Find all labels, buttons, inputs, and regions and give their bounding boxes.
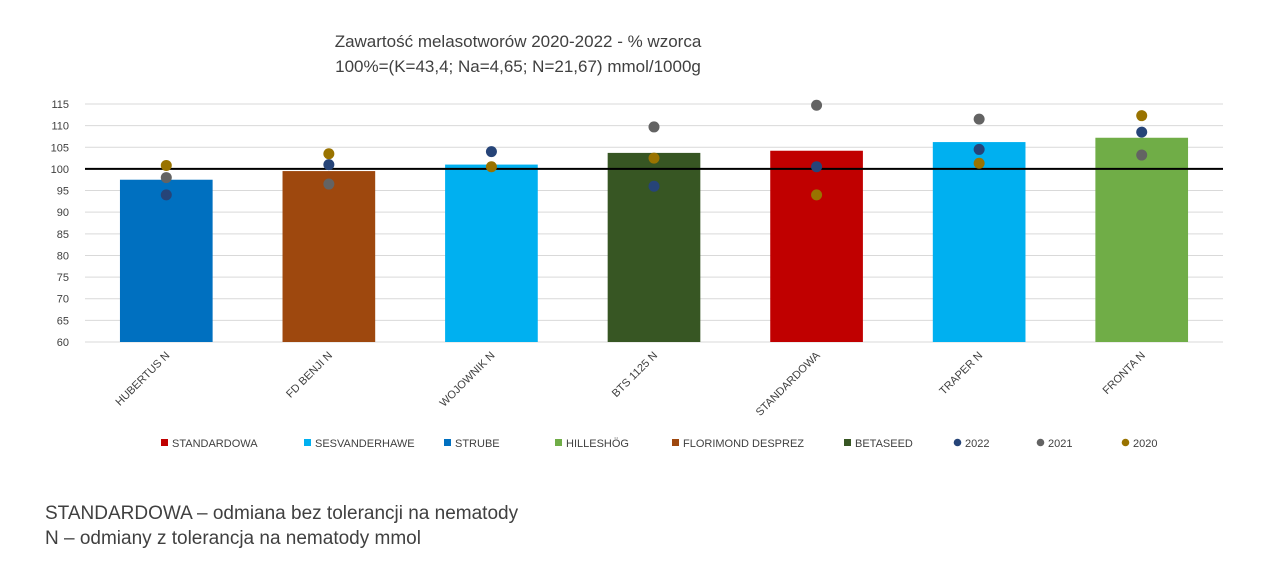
legend-label: FLORIMOND DESPREZ [683, 438, 804, 450]
bars [119, 137, 1189, 342]
point-2021 [160, 172, 172, 184]
point-2020 [811, 189, 823, 201]
point-2021 [648, 121, 660, 133]
legend-swatch [555, 439, 562, 446]
scatter-points [160, 99, 1148, 201]
point-2022 [973, 143, 985, 155]
legend-marker [1121, 438, 1130, 447]
legend-swatch [304, 439, 311, 446]
y-tick-label: 115 [51, 99, 69, 111]
y-axis: 60 65 70 75 80 85 90 95 100 105 110 115 [51, 99, 69, 349]
point-2022 [485, 146, 497, 158]
x-axis: HUBERTUS N FD BENJI N WOJOWNIK N BTS 1125 N… [113, 349, 1147, 418]
point-2021 [1136, 149, 1148, 161]
x-tick-label: FRONTA N [1101, 350, 1148, 397]
chart: Zawartość melasotworów 2020-2022 - % wzo… [51, 32, 1223, 450]
x-tick-label: FD BENJI N [284, 350, 335, 401]
y-tick-label: 65 [57, 315, 69, 327]
x-tick-label: TRAPER N [937, 350, 985, 398]
point-2020 [323, 148, 335, 160]
point-2022 [160, 189, 172, 201]
point-2022 [323, 159, 335, 171]
point-2022 [811, 161, 823, 173]
y-tick-label: 100 [51, 164, 69, 176]
point-2020 [160, 159, 172, 171]
legend: STANDARDOWA SESVANDERHAWE STRUBE HILLESHÖG F… [161, 438, 1157, 450]
legend-label: 2022 [965, 438, 989, 450]
point-2022 [648, 180, 660, 192]
bar [770, 150, 863, 342]
legend-label: 2020 [1133, 438, 1157, 450]
y-tick-label: 90 [57, 207, 69, 219]
x-tick-label: STANDARDOWA [754, 349, 823, 418]
legend-label: STANDARDOWA [172, 438, 258, 450]
bar [1095, 137, 1189, 342]
legend-label: 2021 [1048, 438, 1072, 450]
point-2020 [973, 157, 985, 169]
y-tick-label: 70 [57, 294, 69, 306]
legend-swatch [672, 439, 679, 446]
y-tick-label: 75 [57, 272, 69, 284]
chart-title: Zawartość melasotworów 2020-2022 - % wzo… [335, 32, 702, 51]
legend-marker [953, 438, 962, 447]
legend-marker [1036, 438, 1045, 447]
bar [445, 164, 538, 342]
bar [932, 142, 1026, 342]
x-tick-label: BTS 1125 N [610, 350, 660, 400]
y-tick-label: 110 [51, 121, 69, 133]
x-tick-label: HUBERTUS N [113, 350, 172, 409]
note-standard: STANDARDOWA – odmiana bez tolerancji na … [45, 503, 519, 524]
point-2021 [323, 178, 335, 190]
point-2021 [811, 99, 823, 111]
legend-label: STRUBE [455, 438, 500, 450]
bar [282, 171, 376, 342]
point-2020 [485, 161, 497, 173]
y-tick-label: 85 [57, 229, 69, 241]
bar [119, 179, 213, 342]
legend-label: SESVANDERHAWE [315, 438, 415, 450]
legend-label: HILLESHÖG [566, 438, 629, 450]
note-tolerant: N – odmiany z tolerancja na nematody mmo… [45, 528, 421, 549]
point-2020 [648, 152, 660, 164]
x-tick-label: WOJOWNIK N [438, 350, 498, 410]
legend-swatch [444, 439, 451, 446]
point-2021 [973, 113, 985, 125]
chart-subtitle: 100%=(K=43,4; Na=4,65; N=21,67) mmol/100… [335, 57, 701, 76]
y-tick-label: 105 [51, 142, 69, 154]
y-tick-label: 80 [57, 250, 69, 262]
legend-swatch [161, 439, 168, 446]
y-tick-label: 95 [57, 186, 69, 198]
y-tick-label: 60 [57, 337, 69, 349]
point-2020 [1136, 110, 1148, 122]
point-2022 [1136, 126, 1148, 138]
legend-swatch [844, 439, 851, 446]
legend-label: BETASEED [855, 438, 913, 450]
